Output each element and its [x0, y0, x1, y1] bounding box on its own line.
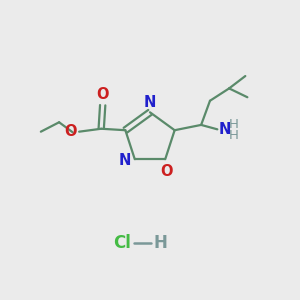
Text: O: O	[64, 124, 77, 139]
Text: N: N	[218, 122, 231, 137]
Text: Cl: Cl	[113, 234, 131, 252]
Text: O: O	[96, 87, 109, 102]
Text: N: N	[119, 153, 131, 168]
Text: H: H	[229, 129, 238, 142]
Text: O: O	[160, 164, 173, 179]
Text: H: H	[153, 234, 167, 252]
Text: H: H	[229, 118, 238, 130]
Text: N: N	[144, 95, 156, 110]
